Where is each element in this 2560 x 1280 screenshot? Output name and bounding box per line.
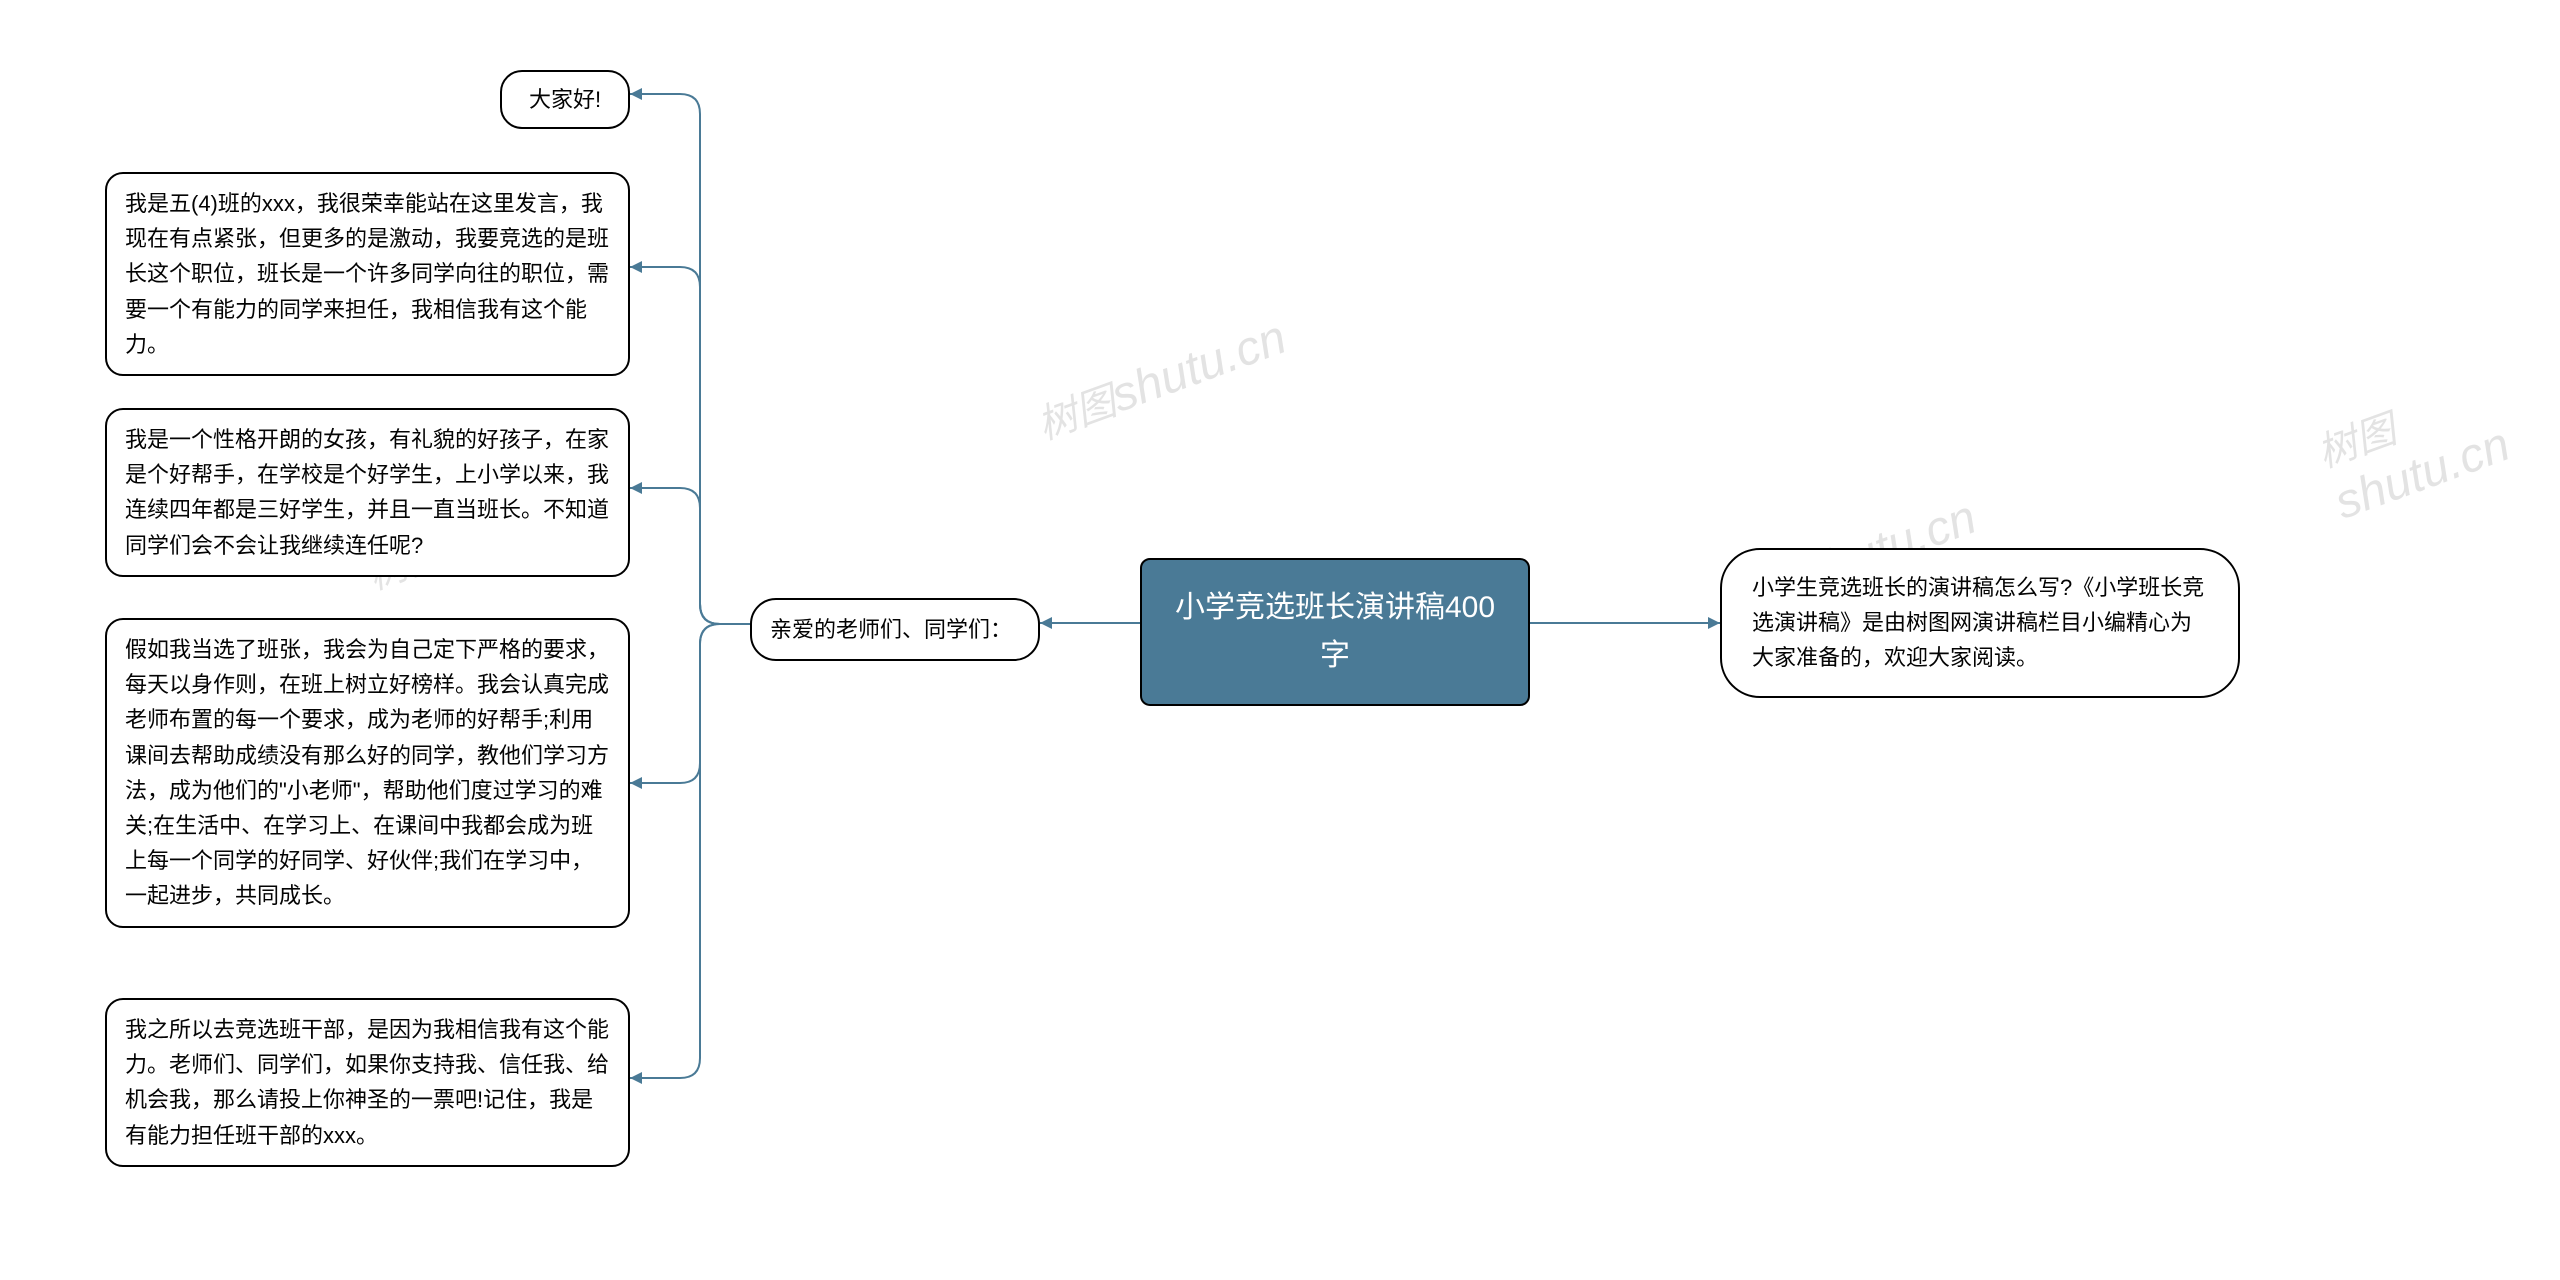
left-child-2-text: 我是一个性格开朗的女孩，有礼貌的好孩子，在家是个好帮手，在学校是个好学生，上小学… — [125, 427, 609, 558]
left-child-4-text: 我之所以去竞选班干部，是因为我相信我有这个能力。老师们、同学们，如果你支持我、信… — [125, 1017, 609, 1148]
watermark-cn: 树图 — [2312, 407, 2402, 476]
watermark-4: 树图shutu.cn — [2308, 342, 2560, 530]
left-parent-node[interactable]: 亲爱的老师们、同学们： — [750, 598, 1040, 661]
left-child-1[interactable]: 我是五(4)班的xxx，我很荣幸能站在这里发言，我现在有点紧张，但更多的是激动，… — [105, 172, 630, 376]
watermark-2: 树图shutu.cn — [1028, 307, 1294, 451]
left-child-3[interactable]: 假如我当选了班张，我会为自己定下严格的要求，每天以身作则，在班上树立好榜样。我会… — [105, 618, 630, 928]
watermark-url: shutu.cn — [1105, 311, 1294, 423]
left-child-2[interactable]: 我是一个性格开朗的女孩，有礼貌的好孩子，在家是个好帮手，在学校是个好学生，上小学… — [105, 408, 630, 577]
left-child-0-text: 大家好! — [529, 87, 601, 112]
right-node-text: 小学生竞选班长的演讲稿怎么写?《小学班长竞选演讲稿》是由树图网演讲稿栏目小编精心… — [1752, 575, 2204, 670]
left-parent-text: 亲爱的老师们、同学们： — [770, 617, 1012, 642]
watermark-cn: 树图 — [1032, 379, 1122, 448]
left-child-4[interactable]: 我之所以去竞选班干部，是因为我相信我有这个能力。老师们、同学们，如果你支持我、信… — [105, 998, 630, 1167]
left-child-3-text: 假如我当选了班张，我会为自己定下严格的要求，每天以身作则，在班上树立好榜样。我会… — [125, 637, 609, 908]
left-child-1-text: 我是五(4)班的xxx，我很荣幸能站在这里发言，我现在有点紧张，但更多的是激动，… — [125, 191, 609, 357]
left-child-0[interactable]: 大家好! — [500, 70, 630, 129]
watermark-url: shutu.cn — [2328, 418, 2517, 530]
center-node[interactable]: 小学竞选班长演讲稿400字 — [1140, 558, 1530, 706]
right-node[interactable]: 小学生竞选班长的演讲稿怎么写?《小学班长竞选演讲稿》是由树图网演讲稿栏目小编精心… — [1720, 548, 2240, 698]
center-title: 小学竞选班长演讲稿400字 — [1175, 591, 1495, 672]
